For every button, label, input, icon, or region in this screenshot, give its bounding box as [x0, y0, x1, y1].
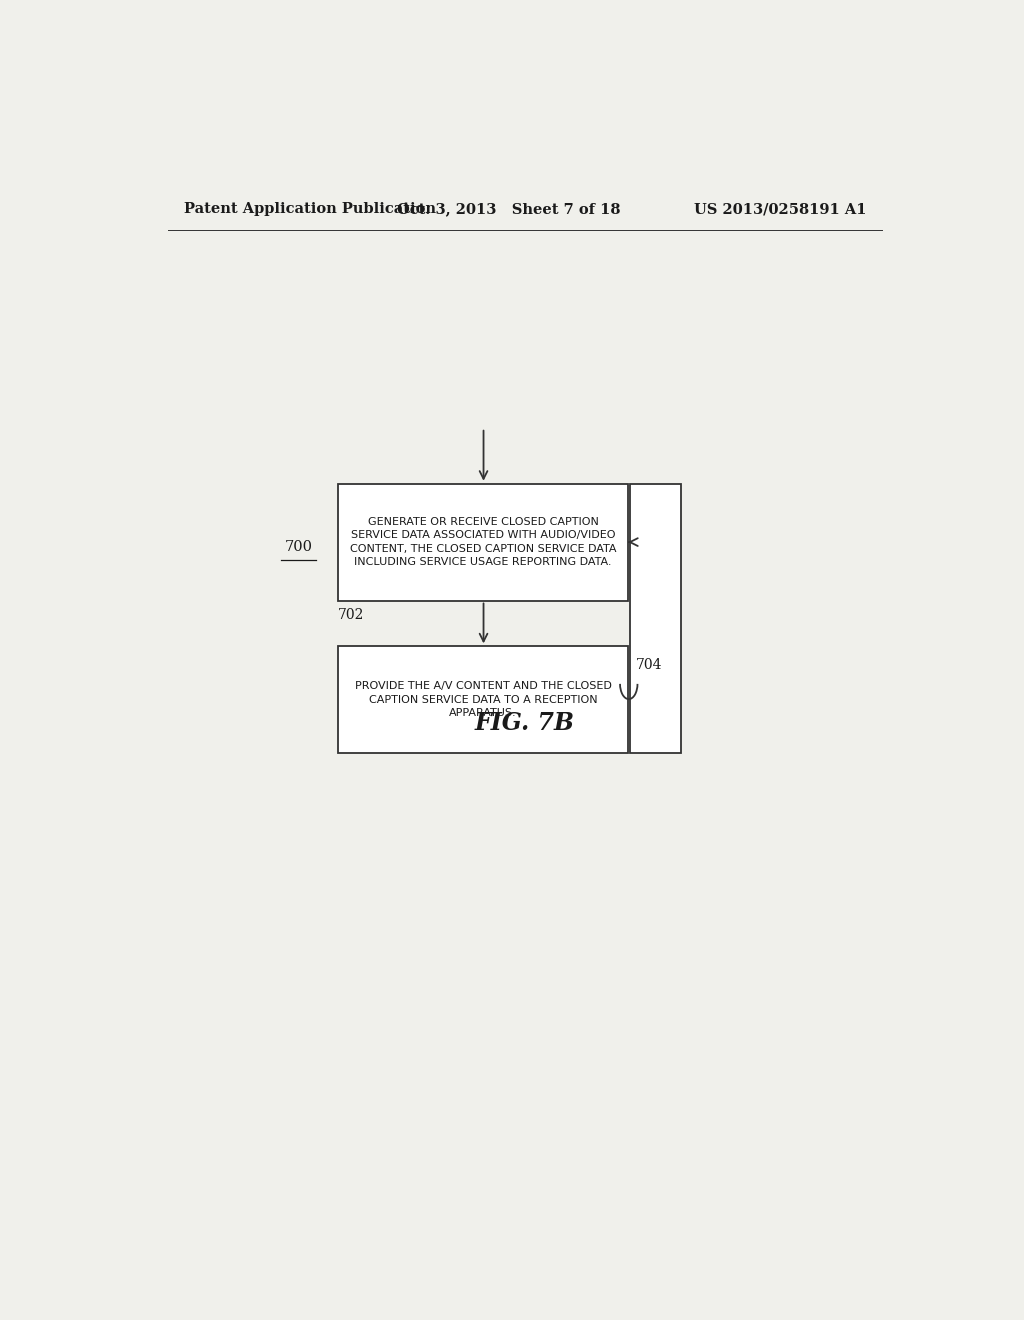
Text: 700: 700 — [285, 540, 312, 553]
Text: Oct. 3, 2013   Sheet 7 of 18: Oct. 3, 2013 Sheet 7 of 18 — [397, 202, 621, 216]
Bar — [630, 483, 681, 752]
Text: PROVIDE THE A/V CONTENT AND THE CLOSED
CAPTION SERVICE DATA TO A RECEPTION
APPAR: PROVIDE THE A/V CONTENT AND THE CLOSED C… — [354, 681, 611, 718]
Bar — [338, 483, 628, 601]
Text: US 2013/0258191 A1: US 2013/0258191 A1 — [693, 202, 866, 216]
Text: 704: 704 — [636, 659, 663, 672]
Text: GENERATE OR RECEIVE CLOSED CAPTION
SERVICE DATA ASSOCIATED WITH AUDIO/VIDEO
CONT: GENERATE OR RECEIVE CLOSED CAPTION SERVI… — [350, 517, 616, 566]
Text: FIG. 7B: FIG. 7B — [475, 710, 574, 734]
Bar — [338, 647, 628, 752]
Text: Patent Application Publication: Patent Application Publication — [183, 202, 435, 216]
Text: 702: 702 — [338, 607, 365, 622]
